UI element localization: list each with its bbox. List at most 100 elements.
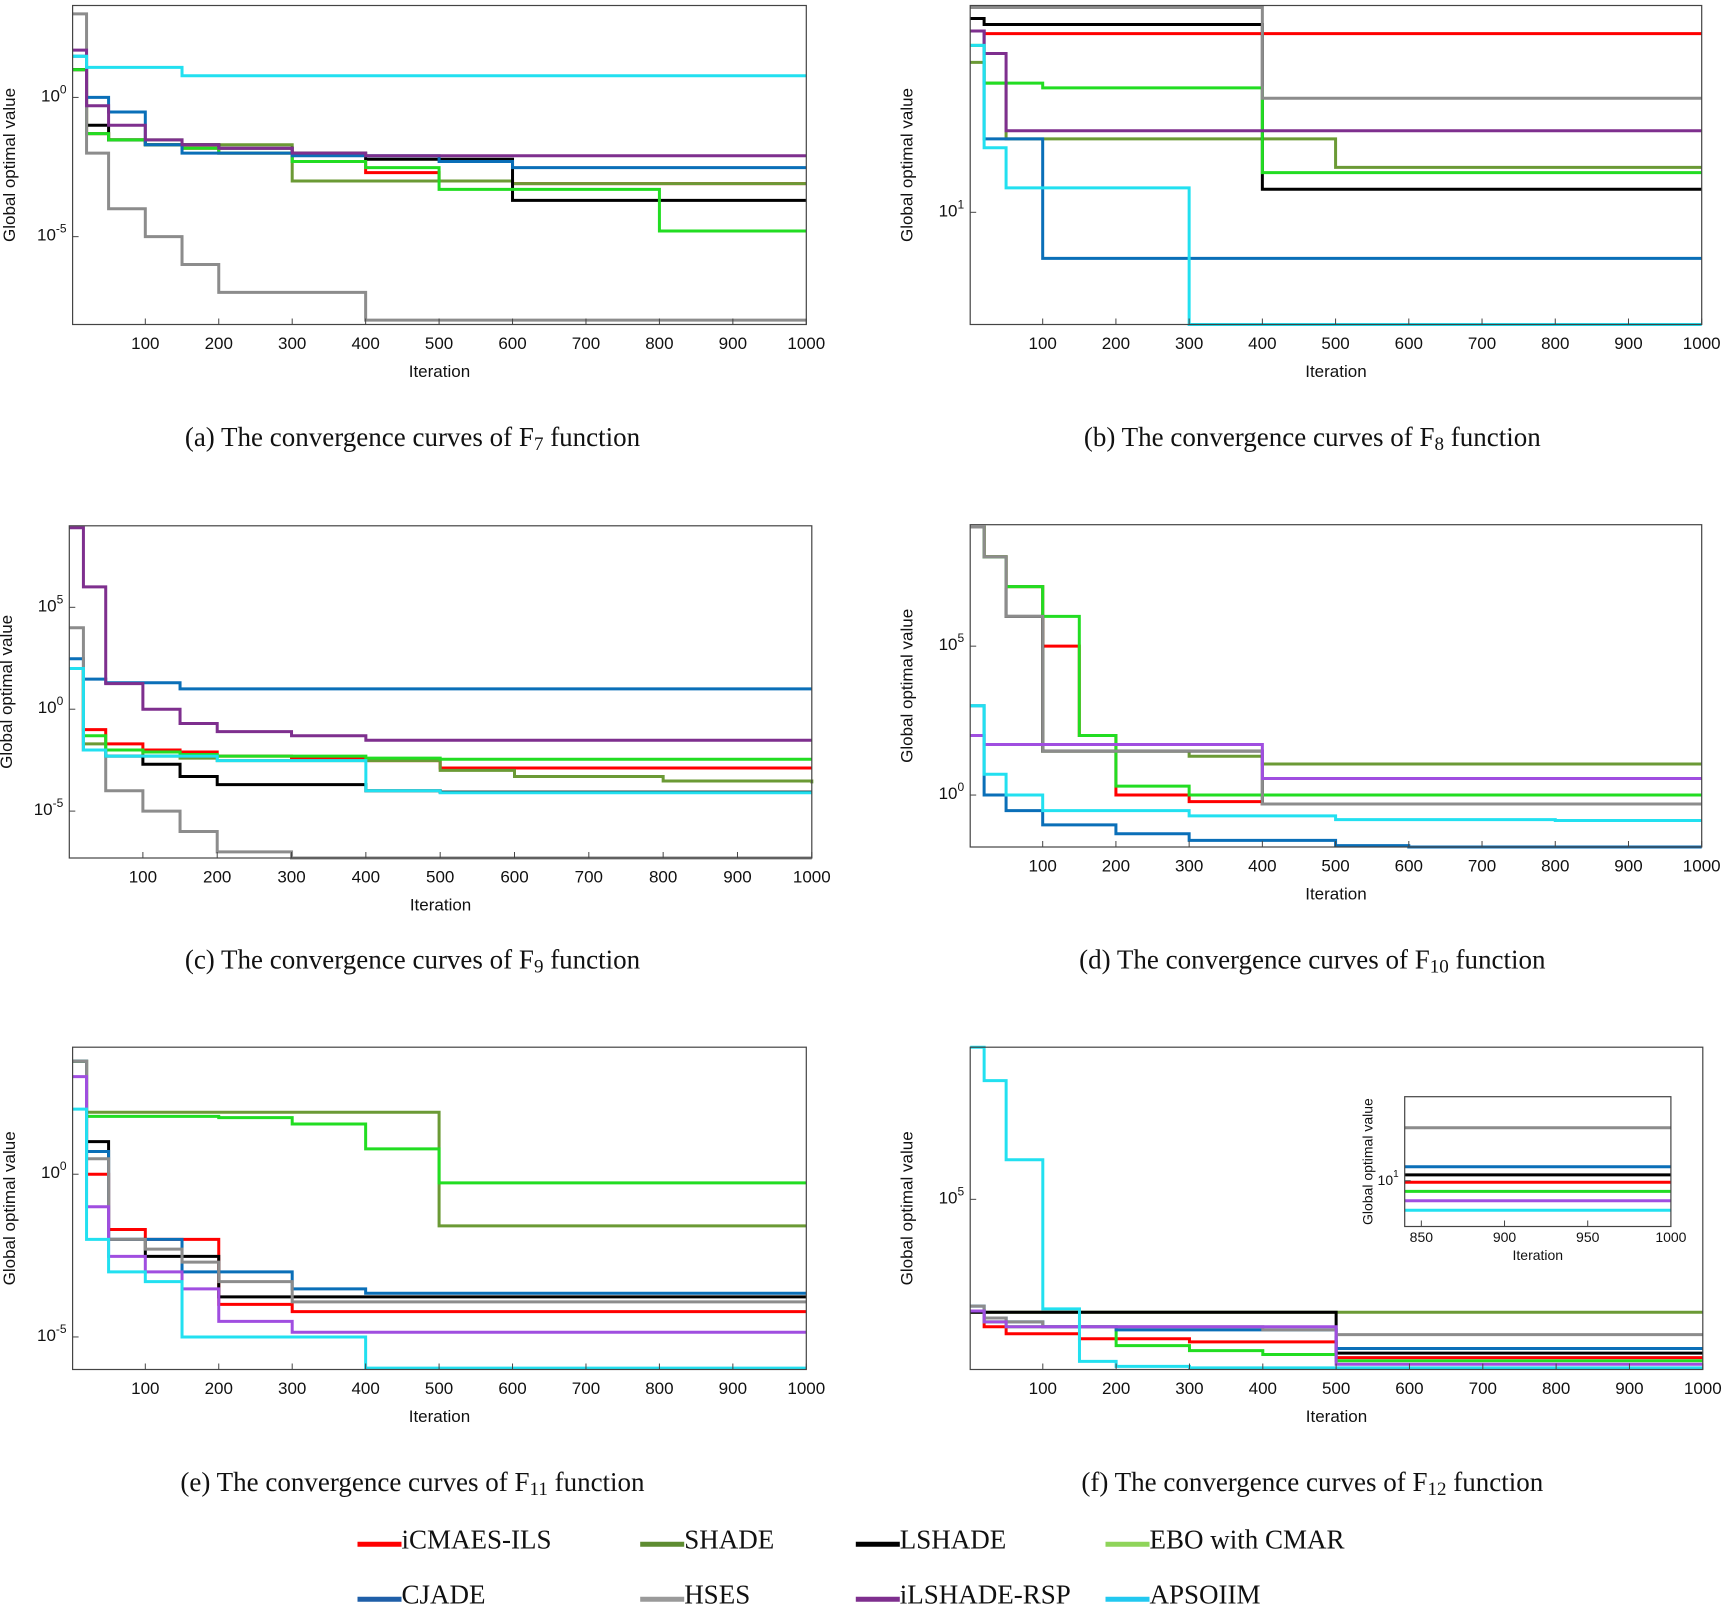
y-axis-label: Global optimal value [898, 1131, 917, 1285]
x-tick-label: 1000 [787, 1379, 825, 1398]
x-axis-label: Iteration [1306, 1407, 1367, 1426]
y-tick-base: 10 [37, 1326, 56, 1345]
x-tick-label: 100 [131, 1379, 159, 1398]
x-tick-label: 100 [1029, 334, 1057, 353]
caption-subscript: 8 [1434, 434, 1444, 455]
y-tick-exponent: 0 [60, 83, 67, 97]
x-tick-label: 1000 [1683, 856, 1721, 875]
legend-label: EBO with CMAR [1150, 1524, 1345, 1554]
x-tick-label: 300 [278, 1379, 306, 1398]
y-tick-exponent: 0 [958, 780, 965, 794]
x-tick-label: 400 [1248, 856, 1276, 875]
y-tick-exponent: -5 [56, 222, 67, 236]
x-tick-label: 1000 [1684, 1379, 1722, 1398]
x-tick-label: 700 [572, 1379, 600, 1398]
x-tick-label: 600 [1395, 334, 1423, 353]
x-tick-label: 1000 [787, 334, 825, 353]
caption-text: (f) The convergence curves of F [1081, 1467, 1427, 1497]
x-tick-label: 500 [1321, 856, 1349, 875]
y-tick-base: 10 [939, 1189, 958, 1208]
y-tick-label: 10-5 [37, 1322, 67, 1345]
legend-label: HSES [684, 1579, 750, 1609]
x-tick-label: 100 [129, 867, 157, 886]
y-tick-label: 100 [41, 1159, 67, 1182]
series-line [970, 29, 1702, 133]
legend-label: APSOIIM [1150, 1579, 1261, 1609]
series-line [69, 666, 812, 761]
y-tick-base: 10 [38, 597, 57, 616]
x-tick-label: 800 [649, 867, 677, 886]
y-tick-exponent: 1 [958, 197, 965, 211]
series-line [72, 1059, 807, 1228]
y-tick-label: 100 [939, 780, 965, 803]
legend-label: iLSHADE-RSP [900, 1579, 1071, 1609]
x-axis-label: Iteration [409, 362, 470, 381]
x-tick-label: 800 [1541, 334, 1569, 353]
x-tick-label: 500 [1322, 1379, 1350, 1398]
x-tick-label: 200 [1102, 856, 1130, 875]
series-line [72, 1059, 807, 1314]
plot-area [1404, 1096, 1671, 1227]
caption-tail: function [1449, 945, 1546, 975]
y-tick-label: 101 [1378, 1168, 1400, 1187]
caption: (d) The convergence curves of F10 functi… [1079, 945, 1546, 978]
caption-tail: function [543, 422, 640, 452]
y-axis-label: Global optimal value [0, 88, 19, 242]
caption-text: (c) The convergence curves of F [185, 945, 534, 975]
x-tick-label: 200 [203, 867, 231, 886]
x-tick-label: 200 [205, 334, 233, 353]
plot-frame [1404, 1096, 1672, 1228]
y-axis-label: Global optimal value [898, 609, 917, 763]
x-tick-label: 700 [1468, 334, 1496, 353]
x-tick-label: 600 [500, 867, 528, 886]
series-line [72, 1059, 807, 1185]
x-tick-label: 100 [1029, 1379, 1057, 1398]
y-tick-base: 10 [939, 636, 958, 655]
y-tick-base: 10 [41, 1164, 60, 1183]
x-tick-label: 400 [352, 867, 380, 886]
x-axis-label: Iteration [409, 1407, 470, 1426]
y-tick-base: 10 [38, 699, 57, 718]
caption: (b) The convergence curves of F8 functio… [1084, 422, 1541, 455]
caption: (c) The convergence curves of F9 functio… [185, 945, 641, 978]
y-tick-exponent: -5 [53, 796, 64, 810]
x-tick-label: 100 [1029, 856, 1057, 875]
x-tick-label: 500 [425, 334, 453, 353]
legend-label: CJADE [402, 1579, 486, 1609]
series-line [69, 657, 812, 691]
x-tick-label: 900 [1614, 334, 1642, 353]
x-tick-label: 500 [425, 1379, 453, 1398]
x-tick-label: 300 [1175, 334, 1203, 353]
caption: (e) The convergence curves of F11 functi… [180, 1467, 645, 1500]
x-tick-label: 800 [1542, 1379, 1570, 1398]
y-tick-exponent: 0 [57, 694, 64, 708]
series-line [970, 704, 1702, 822]
series-line [69, 526, 812, 742]
y-tick-label: 100 [41, 83, 67, 106]
x-tick-label: 200 [205, 1379, 233, 1398]
x-axis-label: Iteration [1305, 884, 1366, 903]
y-tick-base: 10 [939, 785, 958, 804]
x-tick-label: 600 [1395, 1379, 1423, 1398]
y-axis-label: Global optimal value [898, 88, 917, 242]
x-tick-label: 700 [572, 334, 600, 353]
series-line [72, 1059, 807, 1304]
y-tick-base: 10 [41, 87, 60, 106]
x-tick-label: 600 [1395, 856, 1423, 875]
x-tick-label: 900 [719, 334, 747, 353]
series-line [970, 1045, 1703, 1370]
y-tick-base: 10 [939, 202, 958, 221]
caption-subscript: 7 [534, 434, 544, 455]
y-tick-base: 10 [37, 226, 56, 245]
y-tick-exponent: -5 [56, 1322, 67, 1336]
plot-area [72, 5, 807, 325]
series-line [72, 1059, 807, 1299]
legend-label: SHADE [684, 1524, 774, 1554]
y-tick-exponent: 1 [1393, 1168, 1399, 1179]
x-tick-label: 850 [1410, 1229, 1434, 1245]
x-tick-label: 900 [1493, 1229, 1517, 1245]
x-tick-label: 600 [498, 1379, 526, 1398]
x-tick-label: 900 [719, 1379, 747, 1398]
y-tick-base: 10 [34, 801, 53, 820]
